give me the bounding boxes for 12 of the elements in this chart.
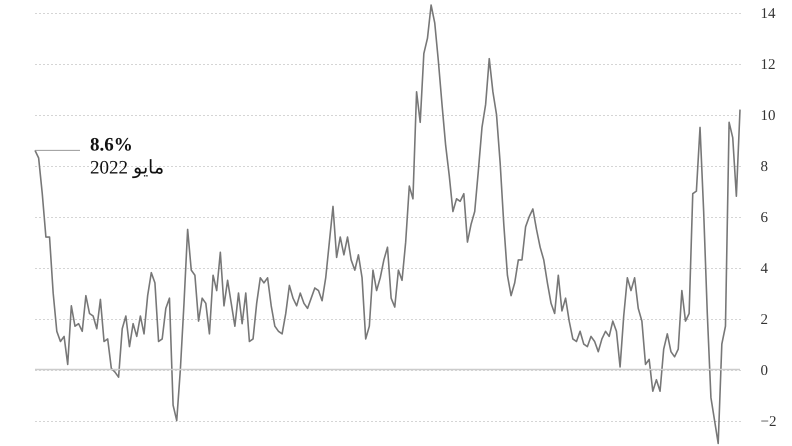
line-series [34,4,741,444]
y-tick-label: −2 [760,414,776,430]
annotation: 8.6% [90,134,133,156]
y-tick-label: 0 [760,363,768,380]
y-tick-label: 12 [760,57,776,74]
y-tick-label: 8 [760,159,768,176]
y-tick-label: 2 [760,312,768,328]
annotation: مايو 2022 [90,157,164,178]
y-tick-label: 6 [760,210,768,226]
y-tick-label: 14 [760,6,776,22]
y-tick-label: 10 [760,108,776,124]
y-tick-label: 4 [760,261,768,278]
